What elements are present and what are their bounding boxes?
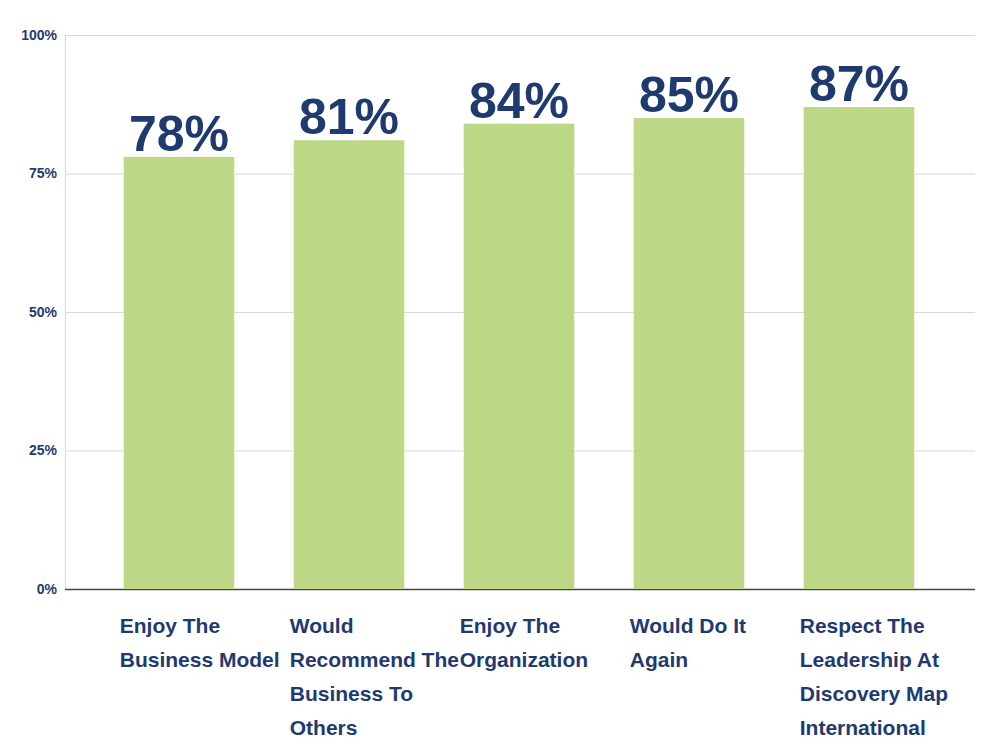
bar xyxy=(464,124,575,589)
y-tick-label: 50% xyxy=(29,304,58,320)
x-tick-label: Respect TheLeadership AtDiscovery MapInt… xyxy=(800,614,948,739)
data-labels: 78% 81% 84% 85% 87% xyxy=(129,56,909,162)
x-tick-label: Would Do ItAgain xyxy=(630,614,746,671)
data-label: 78% xyxy=(129,106,229,162)
bar xyxy=(294,140,405,589)
y-tick: 100% xyxy=(21,27,975,43)
x-tick-label: Enjoy TheOrganization xyxy=(460,614,588,671)
data-label: 87% xyxy=(809,56,909,112)
x-axis: Enjoy TheBusiness ModelWouldRecommend Th… xyxy=(120,614,948,739)
grid-line xyxy=(65,35,975,36)
chart: 0% 25% 50% 75% 100% 78% 81% 84% 85% 87% Enjoy TheB… xyxy=(0,0,992,756)
bar xyxy=(634,118,745,589)
data-label: 85% xyxy=(639,67,739,123)
x-tick-label: WouldRecommend TheBusiness ToOthers xyxy=(290,614,459,739)
x-tick-label: Enjoy TheBusiness Model xyxy=(120,614,280,671)
y-tick-label: 75% xyxy=(29,165,58,181)
bar xyxy=(124,157,235,589)
bar xyxy=(804,107,915,589)
y-tick-label: 100% xyxy=(21,27,57,43)
data-label: 84% xyxy=(469,73,569,129)
y-tick-label: 25% xyxy=(29,442,58,458)
y-tick-label: 0% xyxy=(37,581,58,597)
bars xyxy=(124,107,915,589)
data-label: 81% xyxy=(299,89,399,145)
y-axis: 0% 25% 50% 75% 100% xyxy=(21,27,975,597)
